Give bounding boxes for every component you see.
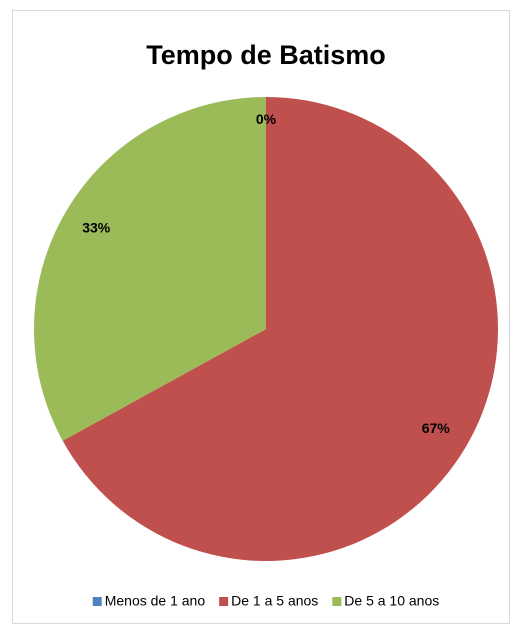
data-label: 33% (82, 219, 111, 235)
legend-swatch (219, 597, 229, 606)
data-label: 0% (256, 111, 277, 127)
legend-label: De 1 a 5 anos (231, 593, 318, 609)
legend-label: De 5 a 10 anos (344, 593, 439, 609)
legend-swatch (332, 597, 342, 606)
data-label: 67% (422, 420, 451, 436)
pie-slice (62, 97, 499, 561)
pie-slice (34, 97, 267, 441)
chart-title: Tempo de Batismo (146, 40, 386, 70)
legend-label: Menos de 1 ano (105, 593, 206, 609)
legend-swatch (92, 597, 102, 606)
